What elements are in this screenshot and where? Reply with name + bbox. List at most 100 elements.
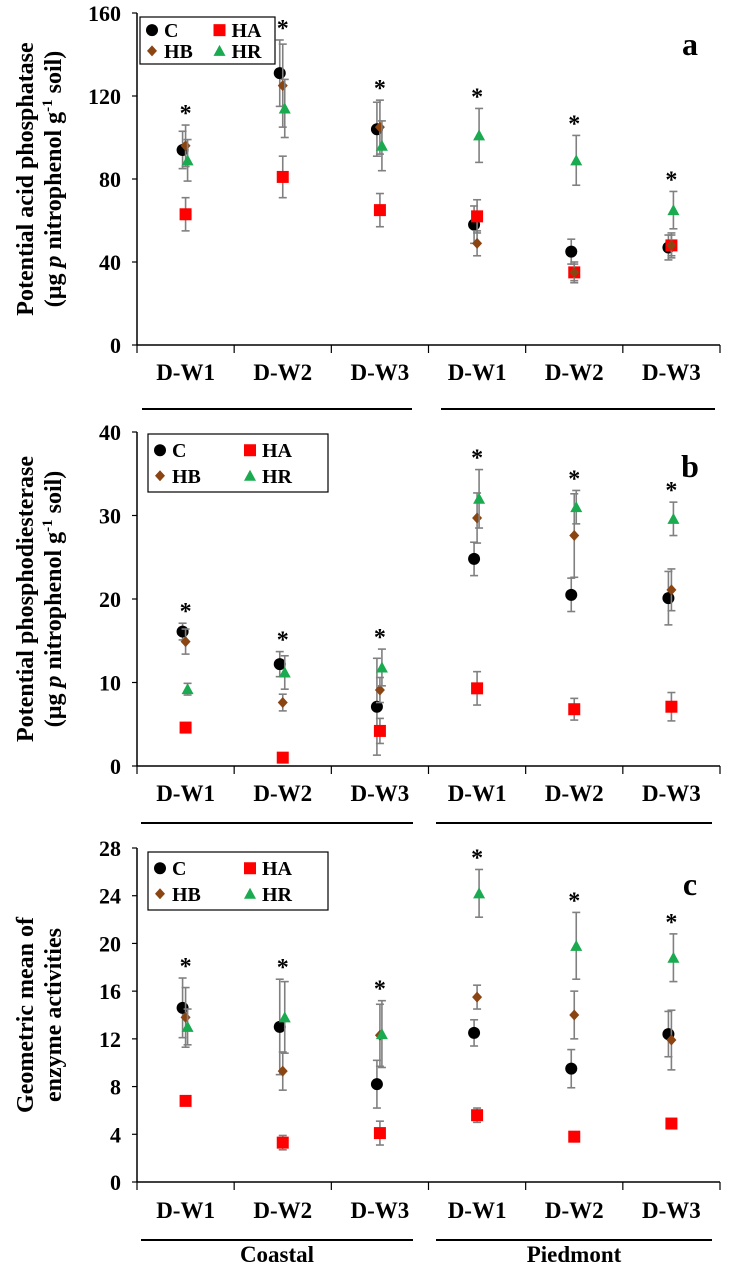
significance-star: * <box>471 84 483 110</box>
y-axis-label-part: nitrophenol g <box>41 112 67 256</box>
panel-label: c <box>683 866 697 902</box>
series-C <box>176 39 675 265</box>
y-tick-label: 10 <box>99 671 121 696</box>
group-label-piedmont: Piedmont <box>527 1242 622 1267</box>
x-category-label: D-W1 <box>156 781 215 806</box>
panel-label: a <box>682 26 698 62</box>
data-point-HR <box>181 154 194 166</box>
x-category-label: D-W3 <box>642 781 701 806</box>
data-point-HA <box>179 1094 192 1107</box>
significance-star: * <box>277 16 289 42</box>
data-point-HR <box>181 683 194 695</box>
significance-star: * <box>180 599 192 625</box>
data-point-C <box>273 67 286 80</box>
legend-label-C: C <box>172 440 186 462</box>
legend-marker-HB <box>147 45 157 57</box>
legend-label-HA: HA <box>232 20 263 42</box>
y-tick-label: 0 <box>110 333 121 358</box>
significance-star: * <box>568 888 580 914</box>
y-axis-label-part: p <box>41 255 67 269</box>
significance-star: * <box>374 76 386 102</box>
data-point-HR <box>278 1011 291 1023</box>
data-point-C <box>273 658 286 671</box>
data-point-C <box>468 1026 481 1039</box>
series-C <box>176 541 675 756</box>
legend-marker-HA <box>244 862 256 875</box>
x-category-label: D-W1 <box>448 360 507 385</box>
data-point-HB <box>666 239 677 251</box>
y-axis-label-part: enzyme activities <box>41 928 67 1102</box>
panel-label: b <box>681 448 699 484</box>
series-HR <box>181 868 680 1069</box>
significance-star: * <box>374 977 386 1003</box>
y-axis-label-part: (µg <box>41 267 67 307</box>
group-label-coastal: Coastal <box>240 1242 314 1267</box>
legend-box <box>147 851 329 911</box>
data-point-HB <box>569 1009 580 1021</box>
legend-marker-HR <box>244 469 256 481</box>
data-point-HA <box>471 1109 484 1122</box>
x-category-label: D-W2 <box>545 360 604 385</box>
data-point-C <box>565 245 578 258</box>
significance-star: * <box>180 101 192 127</box>
data-point-HR <box>570 939 583 951</box>
data-point-HA <box>568 1130 581 1143</box>
x-category-label: D-W3 <box>642 360 701 385</box>
legend-label-C: C <box>164 20 178 42</box>
significance-star: * <box>471 446 483 472</box>
series-HA <box>179 155 678 282</box>
legend-label-HR: HR <box>232 41 263 63</box>
data-point-HB <box>569 266 580 278</box>
legend-label-HR: HR <box>262 466 293 488</box>
legend: C HA HB HR <box>147 851 329 911</box>
data-point-HR <box>473 129 486 141</box>
x-category-label: D-W3 <box>642 1198 701 1223</box>
data-point-HR <box>667 512 680 524</box>
y-tick-label: 20 <box>99 931 121 956</box>
chart-panel-c: 0 4 8 12 16 20 24 28 D-W1 D-W2 D-W3 D-W1 D-W2 D-W3 Coa… <box>13 836 721 1267</box>
data-point-HB <box>374 684 385 696</box>
data-point-HB <box>472 512 483 524</box>
y-tick-label: 16 <box>99 979 121 1004</box>
x-category-label: D-W1 <box>448 1198 507 1223</box>
y-tick-label: 8 <box>110 1075 121 1100</box>
x-category-label: D-W2 <box>253 1198 312 1223</box>
y-axis-label-part: soil) <box>41 471 67 520</box>
y-tick-label: 40 <box>99 420 121 445</box>
y-axis-label-part: p <box>41 675 67 689</box>
legend-marker-C <box>154 444 166 457</box>
y-axis-label-part: soil) <box>41 51 67 100</box>
y-tick-label: 28 <box>99 836 121 861</box>
legend-box <box>139 16 276 65</box>
x-category-label: D-W2 <box>253 360 312 385</box>
y-tick-label: 80 <box>99 167 121 192</box>
data-point-HA <box>568 703 581 716</box>
data-point-HR <box>278 666 291 678</box>
legend-marker-HA <box>244 444 256 457</box>
legend-label-HB: HB <box>172 884 201 906</box>
x-category-label: D-W3 <box>351 1198 410 1223</box>
data-point-HB <box>277 1065 288 1077</box>
y-axis-label-part: -1 <box>40 519 56 532</box>
legend-label-C: C <box>172 858 186 880</box>
series-HB <box>180 492 677 712</box>
data-point-HA <box>471 210 484 223</box>
x-category-label: D-W2 <box>545 781 604 806</box>
data-point-C <box>468 552 481 565</box>
y-tick-label: 40 <box>99 250 121 275</box>
data-point-HR <box>181 1020 194 1032</box>
legend-box <box>147 433 329 493</box>
chart-panel-b: 0 10 20 30 40 D-W1 D-W2 D-W3 D-W1 D-W2 D-W3 Potenti… <box>13 420 721 824</box>
data-point-HR <box>667 951 680 963</box>
data-point-HA <box>276 1136 289 1149</box>
significance-star: * <box>277 955 289 981</box>
y-tick-label: 24 <box>99 884 121 909</box>
x-category-label: D-W1 <box>156 360 215 385</box>
legend-label-HA: HA <box>262 440 293 462</box>
x-category-label: D-W2 <box>545 1198 604 1223</box>
data-point-HB <box>569 530 580 542</box>
data-point-HA <box>373 204 386 217</box>
x-category-label: D-W3 <box>351 781 410 806</box>
y-tick-label: 120 <box>88 84 121 109</box>
legend-marker-HA <box>213 24 226 37</box>
